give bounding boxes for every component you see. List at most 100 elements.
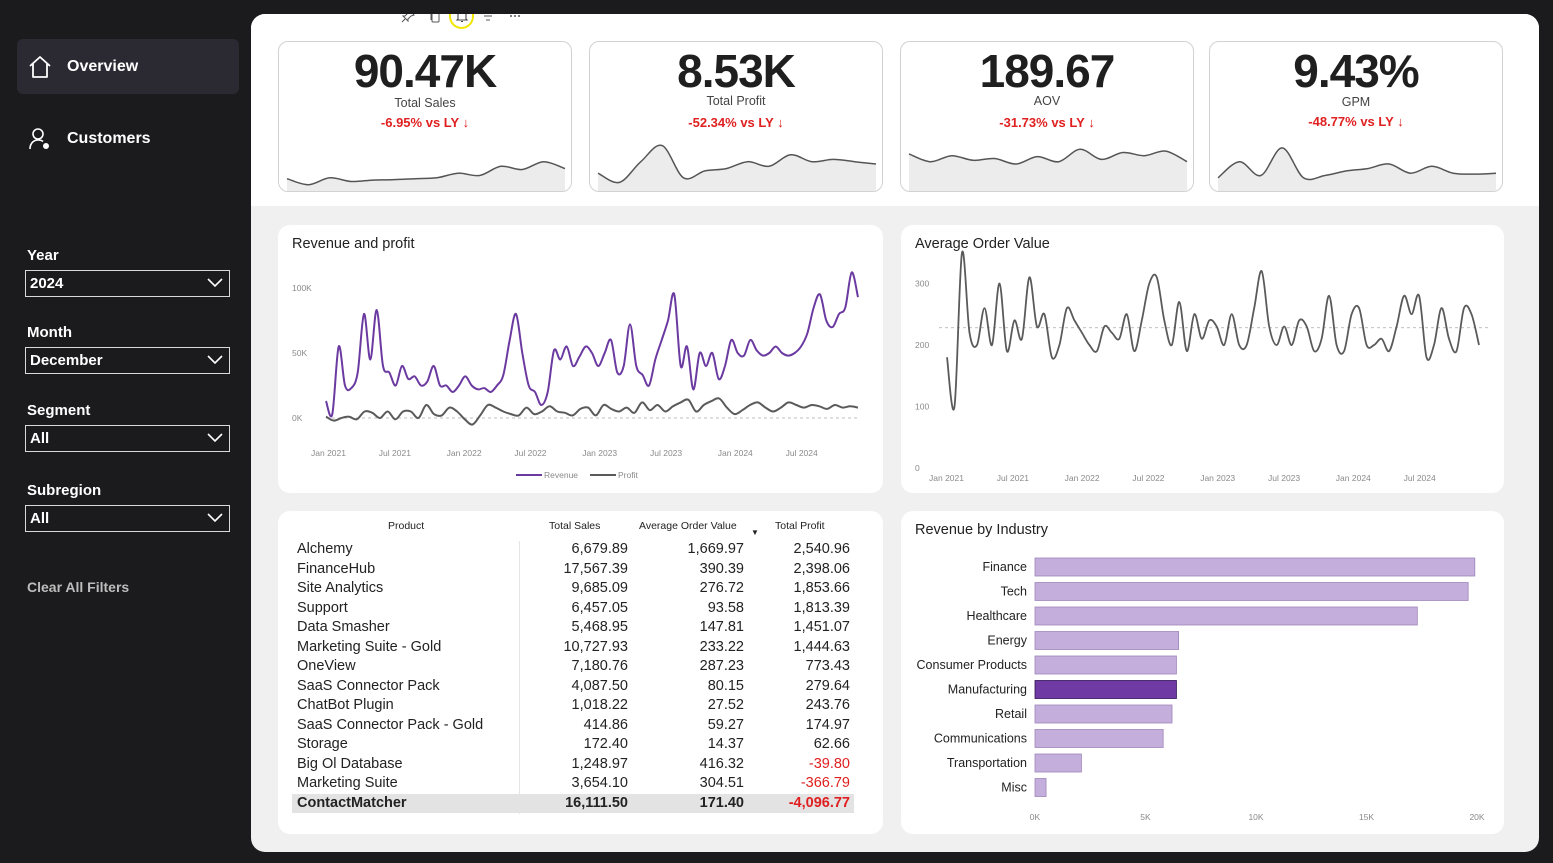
product-cell: Data Smasher	[297, 619, 390, 635]
aov-cell: 1,669.97	[687, 541, 744, 557]
y-tick-label: 200	[915, 340, 929, 350]
table-row[interactable]: ContactMatcher 16,111.50 171.40 -4,096.77	[292, 793, 854, 813]
table-row[interactable]: ChatBot Plugin 1,018.22 27.52 243.76	[292, 696, 854, 716]
revenue-line	[325, 271, 859, 418]
x-tick-label: Jul 2021	[379, 448, 411, 458]
segment-filter-label: Segment	[27, 402, 91, 419]
product-cell: OneView	[297, 658, 356, 674]
industry-card[interactable]: Revenue by Industry Finance Tech Healthcar…	[901, 511, 1504, 834]
x-tick-label: Jan 2023	[582, 448, 617, 458]
sparkline-line	[908, 148, 1188, 165]
bar-category-label: Retail	[995, 707, 1027, 721]
kpi-value: 9.43%	[1293, 45, 1419, 97]
sparkline-area	[598, 145, 876, 191]
table-row[interactable]: Marketing Suite - Gold 10,727.93 233.22 1,4…	[292, 638, 854, 658]
kpi-sparkline	[1217, 147, 1497, 191]
sales-cell: 6,679.89	[571, 541, 628, 557]
card-title: Average Order Value	[915, 236, 1050, 252]
table-row[interactable]: Data Smasher 5,468.95 147.81 1,451.07	[292, 618, 854, 638]
table-row[interactable]: OneView 7,180.76 287.23 773.43	[292, 657, 854, 677]
sales-cell: 6,457.05	[571, 599, 628, 616]
kpi-delta: -31.73% vs LY ↓	[999, 115, 1095, 130]
table-row[interactable]: Alchemy 6,679.89 1,669.97 2,540.96	[292, 540, 854, 560]
col-header-product[interactable]: Product	[388, 520, 425, 532]
bell-button[interactable]	[448, 14, 475, 29]
product-cell: Alchemy	[297, 541, 353, 557]
year-select-value: 2024	[30, 275, 64, 292]
x-tick-label: Jan 2021	[311, 448, 346, 458]
x-tick-label: Jul 2023	[1268, 473, 1300, 483]
col-header-aov[interactable]: Average Order Value	[639, 520, 737, 532]
profit-line	[325, 397, 859, 426]
y-tick-label: 100	[915, 401, 929, 411]
aov-cell: 416.32	[699, 755, 744, 772]
product-cell: Marketing Suite	[297, 775, 398, 791]
revenue-profit-card[interactable]: Revenue and profit 0K 50K 100K Jan 2021 Jul …	[278, 225, 883, 493]
subregion-select-value: All	[30, 510, 50, 527]
product-table-card[interactable]: Product Total Sales Average Order Value …	[278, 511, 883, 834]
profit-cell: -4,096.77	[788, 794, 850, 811]
x-tick-label: 0K	[1030, 812, 1041, 822]
kpi-total-profit[interactable]: 8.53K Total Profit -52.34% vs LY ↓	[589, 41, 883, 192]
chevron-down-icon	[207, 513, 223, 523]
kpi-aov[interactable]: 189.67 AOV -31.73% vs LY ↓	[900, 41, 1194, 192]
more-options-button[interactable]	[502, 14, 529, 28]
month-select[interactable]: December	[25, 347, 230, 374]
x-tick-label: Jan 2021	[929, 473, 964, 483]
aov-line	[946, 250, 1480, 411]
aov-cell: 93.58	[707, 599, 744, 616]
kpi-gpm[interactable]: 9.43% GPM -48.77% vs LY ↓	[1209, 41, 1503, 192]
chevron-down-icon	[207, 433, 223, 443]
table-row[interactable]: FinanceHub 17,567.39 390.39 2,398.06	[292, 560, 854, 580]
industry-bar-chart: Finance Tech Healthcare Energy Consumer Prod…	[917, 557, 1485, 822]
bar	[1034, 606, 1418, 626]
col-header-total-sales[interactable]: Total Sales	[549, 520, 601, 532]
col-header-total-profit[interactable]: Total Profit	[775, 520, 825, 532]
segment-select[interactable]: All	[25, 425, 230, 452]
card-title: Revenue by Industry	[915, 522, 1048, 538]
aov-cell: 147.81	[699, 619, 744, 635]
profit-cell: -366.79	[800, 775, 850, 791]
sales-cell: 172.40	[583, 736, 628, 752]
copy-icon	[430, 14, 440, 23]
aov-card[interactable]: Average Order Value 0 100 200 300 Jan 2021 Ju…	[901, 225, 1504, 493]
bell-icon	[455, 14, 468, 23]
profit-cell: 1,853.66	[793, 580, 850, 596]
sales-cell: 10,727.93	[563, 638, 628, 655]
table-row[interactable]: Big Ol Database 1,248.97 416.32 -39.80	[292, 755, 854, 775]
clear-all-filters-button[interactable]: Clear All Filters	[27, 579, 130, 595]
table-row[interactable]: Site Analytics 9,685.09 276.72 1,853.66	[292, 579, 854, 599]
kpi-sparkline	[286, 160, 566, 191]
table-row[interactable]: SaaS Connector Pack - Gold 414.86 59.27 174…	[292, 716, 854, 736]
nav-customers[interactable]: Customers	[17, 111, 239, 166]
sparkline-area	[909, 149, 1187, 191]
x-tick-label: Jul 2024	[786, 448, 818, 458]
copy-button[interactable]	[421, 14, 448, 28]
x-tick-label: Jul 2023	[650, 448, 682, 458]
year-select[interactable]: 2024	[25, 270, 230, 297]
y-tick-label: 0	[915, 463, 920, 473]
pin-button[interactable]	[394, 14, 421, 28]
nav-overview-label: Overview	[67, 57, 139, 75]
table-row[interactable]: Storage 172.40 14.37 62.66	[292, 735, 854, 755]
sort-desc-icon[interactable]: ▼	[751, 528, 759, 537]
table-row[interactable]: Support 6,457.05 93.58 1,813.39	[292, 599, 854, 619]
home-icon	[29, 55, 51, 78]
x-tick-label: Jul 2021	[997, 473, 1029, 483]
table-row[interactable]: SaaS Connector Pack 4,087.50 80.15 279.64	[292, 677, 854, 697]
year-filter-label: Year	[27, 247, 59, 264]
month-select-value: December	[30, 352, 103, 369]
table-row[interactable]: Marketing Suite 3,654.10 304.51 -366.79	[292, 774, 854, 794]
report-canvas: 90.47K Total Sales -6.95% vs LY ↓ 8.53K …	[251, 14, 1539, 852]
aov-cell: 59.27	[707, 716, 744, 733]
bar	[1034, 655, 1177, 675]
nav-overview[interactable]: Overview	[17, 39, 239, 94]
sales-cell: 7,180.76	[571, 658, 628, 674]
subregion-select[interactable]: All	[25, 505, 230, 532]
aov-cell: 304.51	[699, 775, 744, 791]
kpi-total-sales[interactable]: 90.47K Total Sales -6.95% vs LY ↓	[278, 41, 572, 192]
segment-select-value: All	[30, 430, 50, 447]
profit-cell: 279.64	[805, 677, 850, 694]
filter-button[interactable]	[474, 14, 501, 28]
bar	[1034, 631, 1180, 650]
